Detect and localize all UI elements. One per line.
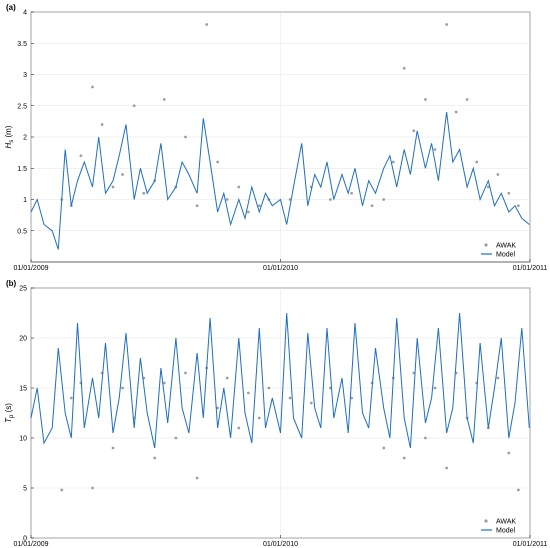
awak-point <box>370 204 374 208</box>
y-tick-label: 10 <box>19 436 27 443</box>
awak-point <box>91 486 94 490</box>
x-tick-label: 01/01/2011 <box>513 541 548 548</box>
awak-point <box>60 488 64 492</box>
awak-point <box>132 104 136 108</box>
awak-point <box>174 436 178 440</box>
awak-point <box>195 204 199 208</box>
awak-point <box>496 173 500 176</box>
model-line <box>30 111 530 250</box>
awak-point <box>445 466 449 470</box>
x-tick-label: 01/01/2010 <box>263 265 298 272</box>
y-tick-label: 0.5 <box>17 228 27 235</box>
awak-point <box>329 198 332 201</box>
awak-point <box>288 396 292 400</box>
awak-point <box>205 23 209 26</box>
awak-point <box>516 204 520 208</box>
x-tick-label: 01/01/2009 <box>13 541 48 548</box>
awak-point <box>475 160 479 164</box>
awak-point <box>246 391 250 395</box>
y-axis-label: Hs (m) <box>4 125 15 148</box>
awak-point <box>216 406 220 410</box>
awak-point <box>382 198 386 201</box>
awak-point <box>162 381 166 385</box>
legend: AWAK Model <box>480 238 526 260</box>
awak-point <box>121 173 124 176</box>
y-tick-label: 1 <box>23 197 27 204</box>
awak-point <box>496 376 500 380</box>
awak-point <box>184 135 187 139</box>
awak-point <box>445 23 449 26</box>
awak-point <box>412 129 416 133</box>
awak-point <box>121 386 124 390</box>
awak-point <box>309 401 313 405</box>
awak-point <box>91 85 94 89</box>
panel-a: 0.5 1 1.5 2 2.5 3 3.5 4 01/01/2009 01/01/2010 01/0… <box>4 3 547 272</box>
awak-point <box>424 436 427 440</box>
awak-point <box>79 154 83 158</box>
awak-point <box>100 123 104 126</box>
awak-point <box>257 416 261 420</box>
y-tick-label: 3.5 <box>17 41 27 48</box>
awak-point <box>153 456 157 460</box>
awak-point <box>225 376 229 380</box>
model-line <box>30 312 530 449</box>
y-tick-label: 3 <box>23 72 27 79</box>
legend-label: AWAK <box>496 519 516 526</box>
y-tick-label: 2 <box>23 135 27 142</box>
y-tick-label: 5 <box>23 486 27 493</box>
y-axis-label: Tp (s) <box>4 403 15 423</box>
legend-label: Model <box>496 528 516 535</box>
awak-point <box>111 446 115 450</box>
awak-point <box>424 98 427 101</box>
awak-point <box>402 66 406 70</box>
legend-awak-marker <box>484 243 488 247</box>
awak-point <box>246 210 250 214</box>
x-tick-label: 01/01/2011 <box>513 265 548 272</box>
awak-point <box>162 98 166 101</box>
awak-point <box>433 148 437 151</box>
legend-label: Model <box>496 252 516 259</box>
awak-point <box>267 386 271 390</box>
awak-point <box>507 191 511 195</box>
panel-label: (b) <box>6 279 17 288</box>
awak-point <box>402 456 406 460</box>
awak-point <box>391 160 395 164</box>
x-tick-label: 01/01/2010 <box>263 541 298 548</box>
awak-point <box>111 185 115 189</box>
awak-point <box>486 185 490 189</box>
panel-label: (a) <box>6 3 16 12</box>
y-tick-label: 25 <box>19 286 27 293</box>
awak-point <box>69 396 73 400</box>
awak-point <box>516 488 520 492</box>
awak-point <box>433 386 437 390</box>
legend-label: AWAK <box>496 243 516 250</box>
panel-b: 0 5 10 15 20 25 01/01/2009 01/01/2010 01/01/2011… <box>4 279 547 548</box>
awak-point <box>382 446 386 450</box>
awak-point <box>225 198 229 201</box>
y-tick-label: 2.5 <box>17 103 27 110</box>
awak-point <box>195 476 199 480</box>
y-tick-label: 4 <box>23 10 27 17</box>
legend-awak-marker <box>484 519 488 523</box>
awak-point <box>454 110 458 114</box>
y-tick-label: 1.5 <box>17 166 27 173</box>
y-tick-label: 20 <box>19 336 27 343</box>
awak-point <box>216 160 220 164</box>
awak-point <box>257 204 261 208</box>
x-tick-label: 01/01/2009 <box>13 265 48 272</box>
awak-point <box>465 98 469 101</box>
awak-point <box>142 191 146 195</box>
y-tick-label: 15 <box>19 386 27 393</box>
awak-point <box>350 191 353 195</box>
awak-point <box>184 371 187 375</box>
legend: AWAK Model <box>480 514 526 536</box>
awak-point <box>237 185 241 189</box>
awak-point <box>507 451 511 455</box>
y-tick-label: 0 <box>23 536 27 543</box>
awak-point <box>237 426 241 430</box>
